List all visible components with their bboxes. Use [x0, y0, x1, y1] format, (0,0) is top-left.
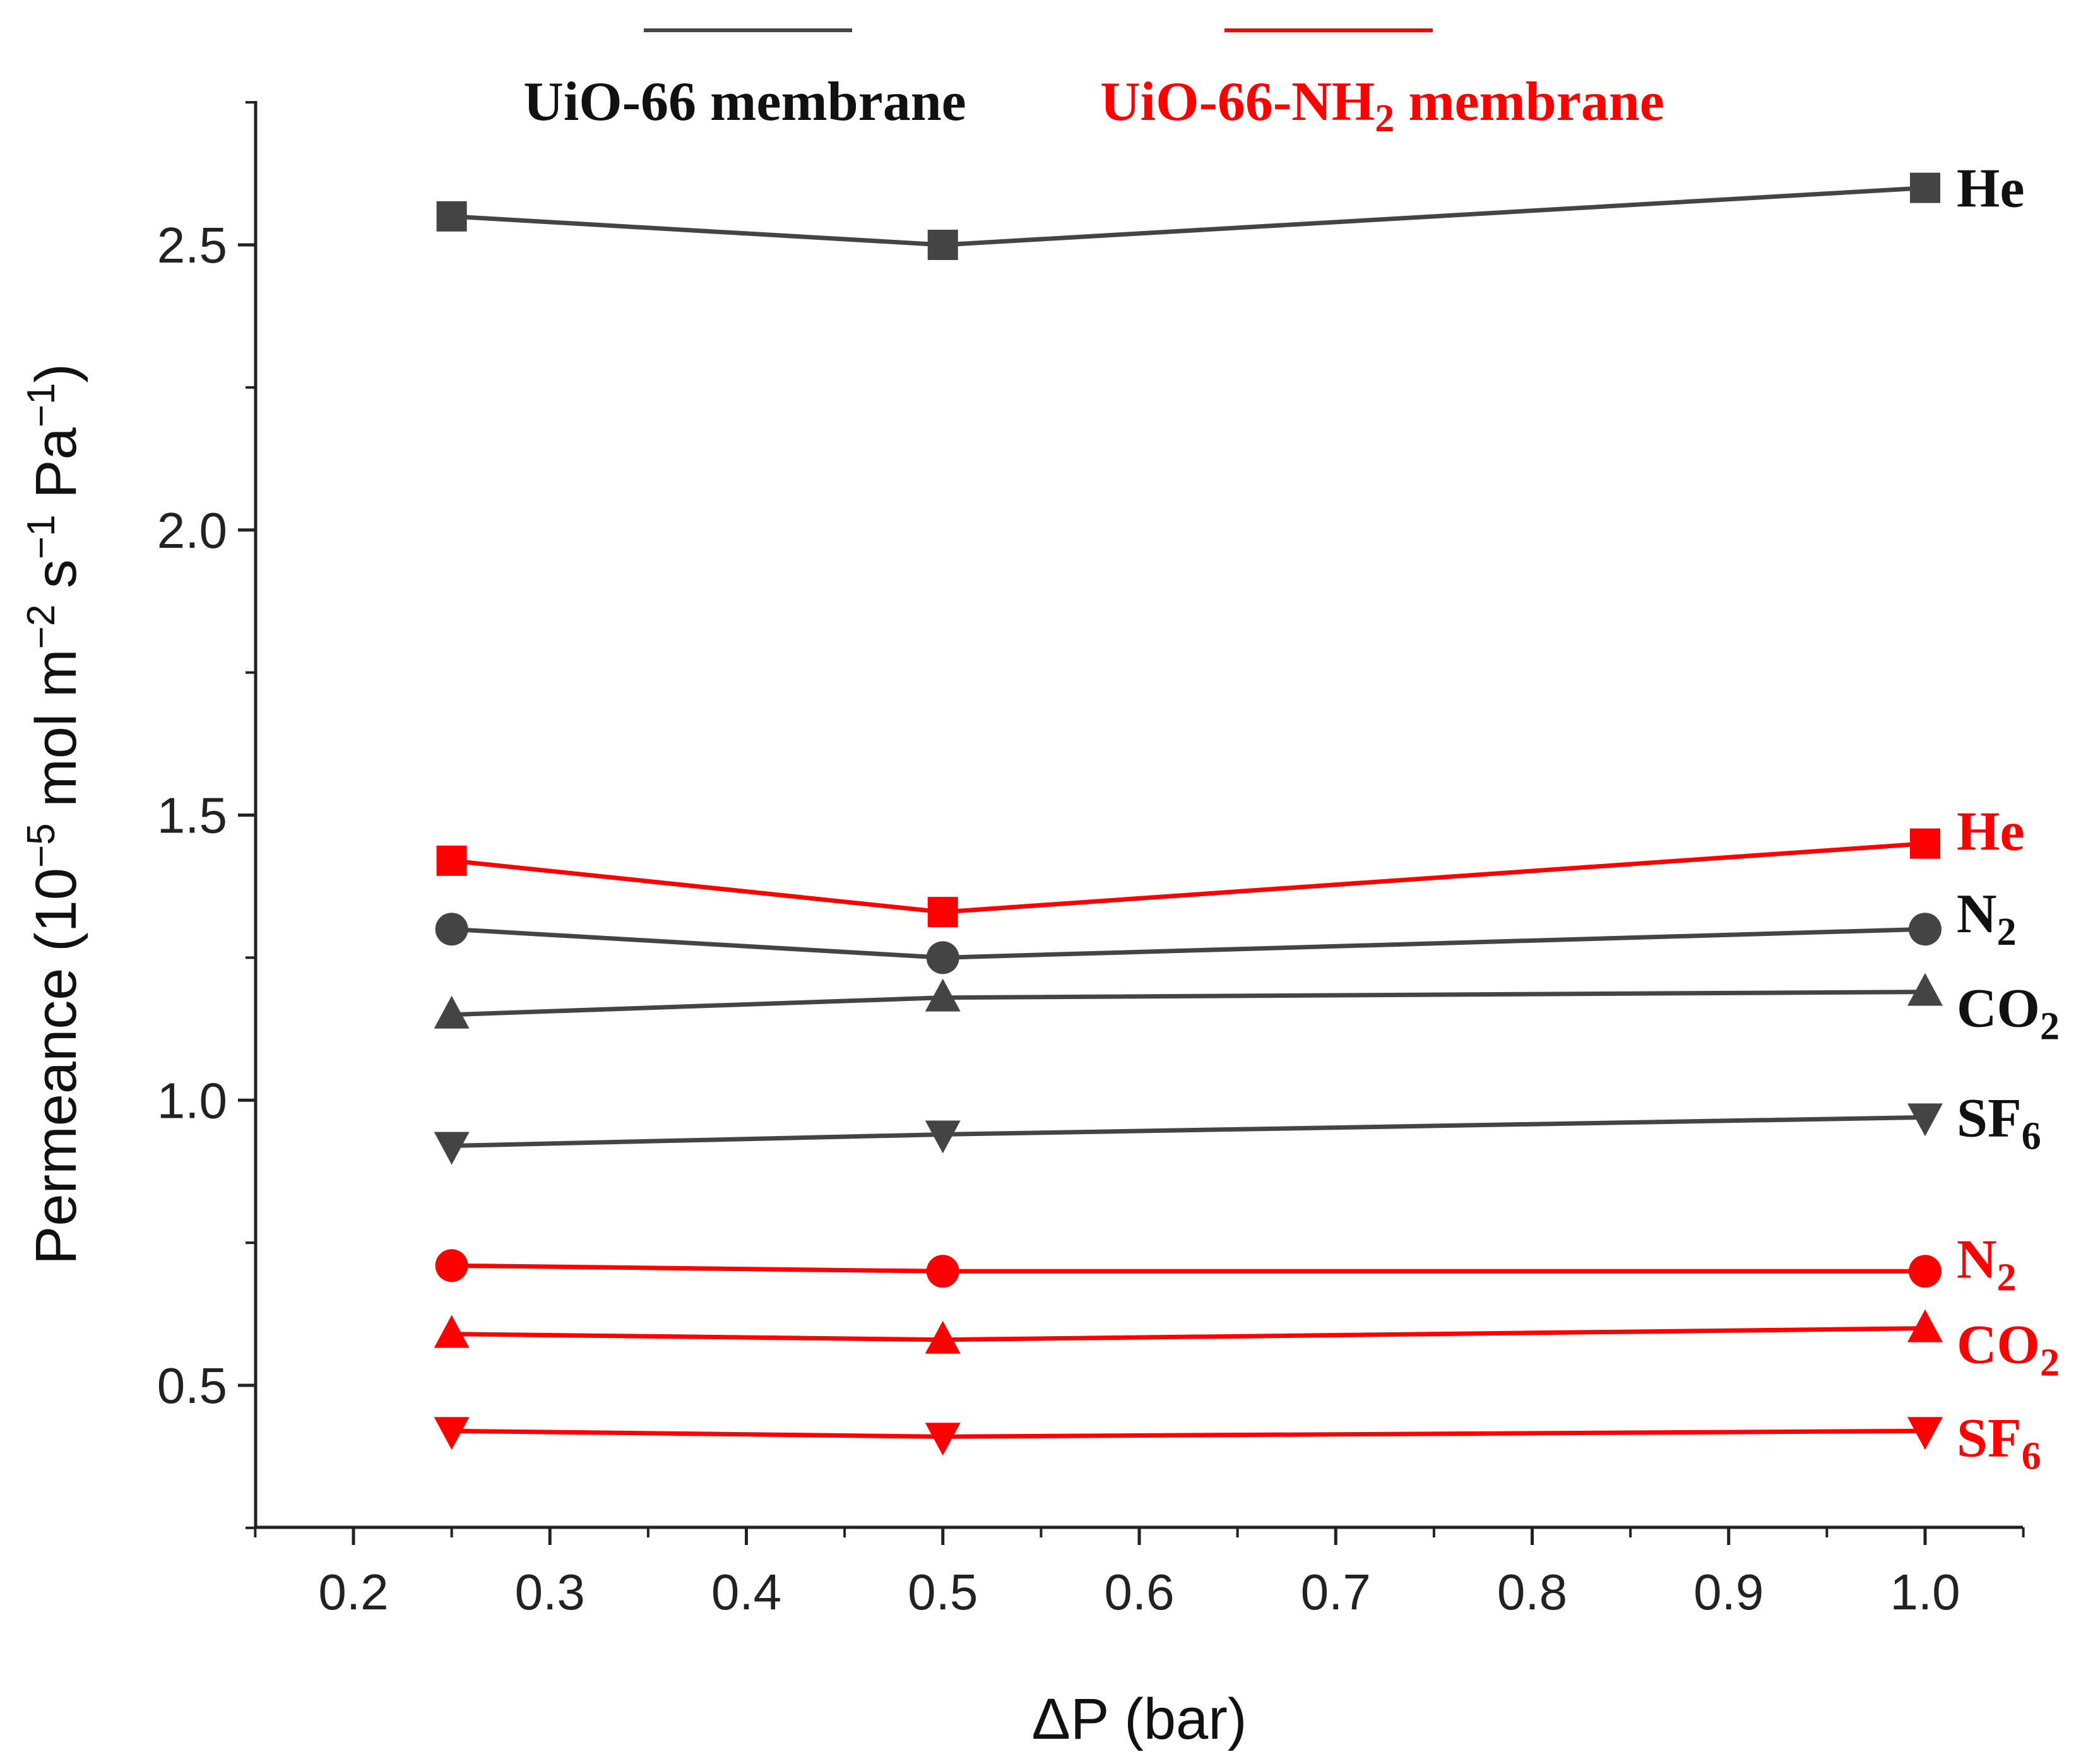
x-tick-label: 0.6 — [1104, 1564, 1174, 1620]
series-line-uio-66-nh2-n2 — [451, 1263, 1925, 1274]
data-point-uio-66-nh2-n2 — [1909, 1255, 1942, 1288]
data-point-uio-66-co2 — [1907, 973, 1943, 1006]
series-line-uio-66-nh2-he — [451, 841, 1926, 915]
y-axis-title: Permeance (10−5 mol m−2 s−1 Pa−1) — [20, 364, 89, 1265]
x-tick-label: 0.9 — [1693, 1564, 1764, 1620]
y-tick-label: 2.5 — [157, 217, 227, 273]
x-tick-label: 0.5 — [908, 1564, 978, 1620]
series-line-uio-66-nh2-co2 — [451, 1326, 1926, 1342]
data-point-uio-66-co2 — [925, 978, 961, 1012]
x-tick-label: 1.0 — [1890, 1564, 1960, 1620]
series-label-uio-66-nh2-co2: CO2 — [1957, 1315, 2060, 1385]
x-tick-label: 0.7 — [1301, 1564, 1371, 1620]
data-point-uio-66-nh2-he — [927, 897, 958, 928]
data-point-uio-66-he — [1910, 172, 1940, 203]
data-point-uio-66-sf6 — [1907, 1103, 1943, 1137]
legend-label: UiO-66-NH2 membrane — [1100, 71, 1664, 140]
legend-label: UiO-66 membrane — [523, 71, 966, 133]
data-point-uio-66-nh2-n2 — [926, 1255, 959, 1288]
data-point-uio-66-nh2-co2 — [925, 1320, 961, 1354]
data-point-uio-66-nh2-co2 — [434, 1315, 470, 1348]
data-point-uio-66-nh2-sf6 — [434, 1417, 470, 1450]
y-tick-label: 2.0 — [157, 502, 227, 559]
series-label-uio-66-nh2-sf6: SF6 — [1957, 1407, 2041, 1477]
series-line-uio-66-he — [451, 186, 1926, 247]
x-axis-title: ΔP (bar) — [1032, 1687, 1247, 1751]
series-label-uio-66-he: He — [1957, 158, 2025, 220]
series-label-uio-66-n2: N2 — [1957, 884, 2017, 954]
data-point-uio-66-he — [927, 230, 958, 260]
data-point-uio-66-n2 — [435, 913, 468, 946]
series-line-uio-66-nh2-sf6 — [451, 1428, 1926, 1439]
data-point-uio-66-nh2-he — [1910, 828, 1940, 859]
series-label-uio-66-sf6: SF6 — [1957, 1087, 2041, 1157]
data-point-uio-66-he — [436, 201, 467, 232]
data-point-uio-66-sf6 — [925, 1120, 961, 1154]
data-point-uio-66-nh2-n2 — [435, 1249, 468, 1282]
data-point-uio-66-nh2-sf6 — [925, 1423, 961, 1456]
series-line-uio-66-sf6 — [451, 1115, 1926, 1149]
data-point-uio-66-nh2-co2 — [1907, 1309, 1943, 1342]
y-tick-label: 0.5 — [157, 1358, 227, 1414]
data-point-uio-66-sf6 — [434, 1132, 470, 1165]
x-tick-label: 0.3 — [515, 1564, 585, 1620]
series-label-uio-66-co2: CO2 — [1957, 978, 2060, 1048]
data-point-uio-66-nh2-he — [436, 845, 467, 876]
data-point-uio-66-nh2-sf6 — [1907, 1417, 1943, 1450]
data-point-uio-66-co2 — [434, 995, 470, 1029]
x-tick-label: 0.8 — [1497, 1564, 1567, 1620]
data-point-uio-66-n2 — [926, 941, 959, 974]
y-tick-label: 1.5 — [157, 788, 227, 844]
y-tick-label: 1.0 — [157, 1072, 227, 1128]
series-line-uio-66-n2 — [451, 926, 1926, 960]
x-tick-label: 0.2 — [318, 1564, 388, 1620]
data-point-uio-66-n2 — [1909, 913, 1942, 946]
series-line-uio-66-co2 — [451, 990, 1926, 1017]
series-label-uio-66-nh2-n2: N2 — [1957, 1229, 2017, 1299]
series-label-uio-66-nh2-he: He — [1957, 802, 2025, 863]
x-tick-label: 0.4 — [711, 1564, 781, 1620]
